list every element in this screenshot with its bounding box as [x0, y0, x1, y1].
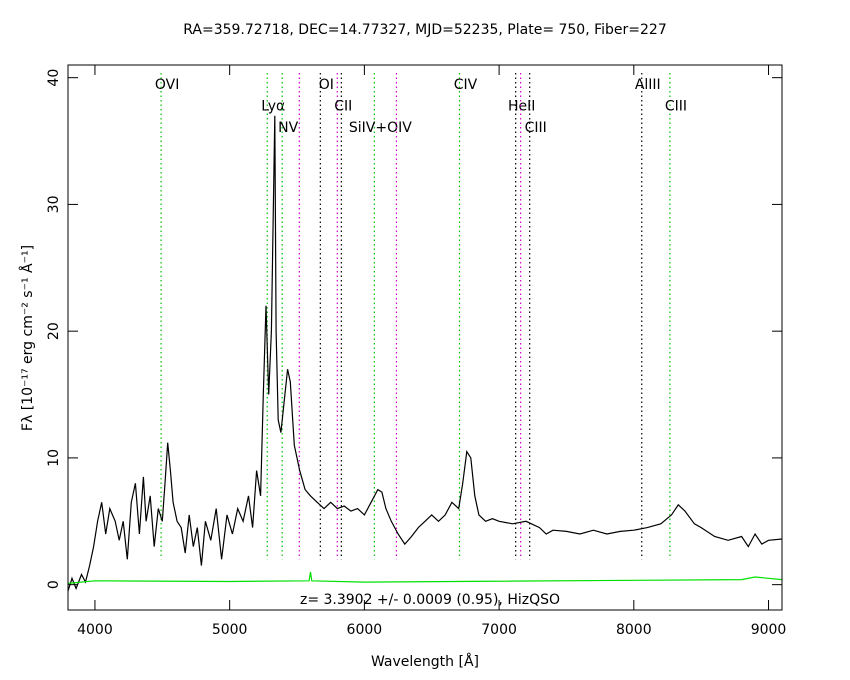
line-label: CIII	[665, 99, 687, 115]
spectrum-line	[67, 571, 783, 584]
line-label: HeII	[508, 99, 535, 115]
annotation: z= 3.3902 +/- 0.0009 (0.95), HizQSO	[300, 592, 560, 608]
line-label: CIII	[525, 120, 547, 136]
line-label: NV	[278, 120, 298, 136]
y-axis-label: Fλ [10⁻¹⁷ erg cm⁻² s⁻¹ Å⁻¹]	[19, 245, 36, 431]
line-label: OI	[319, 77, 334, 93]
x-tick-label: 9000	[751, 622, 787, 638]
line-label: CII	[334, 99, 352, 115]
x-tick-label: 6000	[347, 622, 383, 638]
line-label: OVI	[155, 77, 179, 93]
line-label: SiIV+OIV	[349, 120, 412, 136]
line-label: AlIII	[635, 77, 661, 93]
x-axis-label: Wavelength [Å]	[371, 653, 479, 670]
spectrum-line	[67, 115, 783, 592]
x-tick-label: 5000	[212, 622, 248, 638]
y-tick-label: 10	[46, 449, 62, 467]
y-tick-label: 0	[46, 580, 62, 589]
line-label: Lyα	[261, 99, 285, 115]
plot-frame	[67, 64, 783, 611]
chart-title: RA=359.72718, DEC=14.77327, MJD=52235, P…	[183, 22, 667, 38]
x-tick-label: 8000	[616, 622, 652, 638]
x-tick-label: 4000	[77, 622, 113, 638]
x-tick-label: 7000	[481, 622, 517, 638]
y-tick-label: 20	[46, 322, 62, 340]
y-tick-label: 40	[46, 69, 62, 87]
y-tick-label: 30	[46, 196, 62, 214]
line-label: CIV	[454, 77, 478, 93]
